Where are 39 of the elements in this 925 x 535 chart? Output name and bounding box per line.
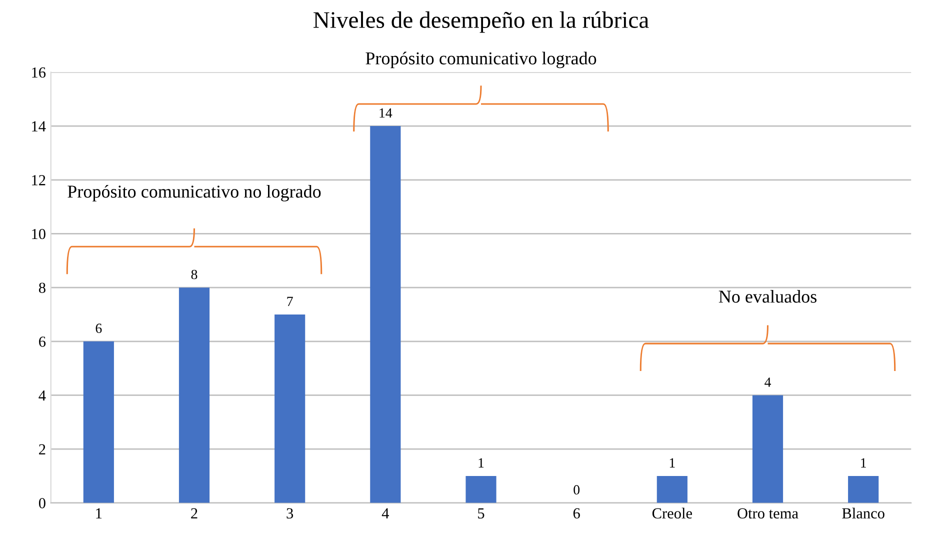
data-label: 7 [287, 296, 293, 306]
text: Propósito comunicativo logrado [366, 52, 596, 68]
x-tick-label: 1 [96, 508, 102, 518]
y-tick-label: 2 [39, 444, 46, 454]
annotation: No evaluados [718, 290, 816, 303]
data-label: 8 [191, 270, 198, 280]
bar [656, 476, 688, 503]
bar [466, 476, 496, 503]
y-tick-label: 0 [38, 498, 46, 508]
x-tick-label: 3 [286, 508, 294, 519]
data-label: 1 [861, 458, 866, 468]
data-label: 1 [478, 458, 484, 468]
y-tick-label: 6 [39, 336, 46, 347]
data-label: 0 [574, 485, 580, 495]
y-tick-label: 8 [38, 282, 46, 294]
x-tick-label: Otro tema [738, 508, 798, 519]
x-tick-label: 5 [478, 508, 484, 519]
bar [370, 126, 401, 503]
y-tick-label: 10 [32, 228, 46, 240]
x-tick-label: 4 [382, 508, 389, 518]
y-tick-label: 14 [32, 121, 46, 132]
bar [83, 341, 114, 503]
y-tick-label: 16 [32, 67, 46, 78]
x-tick-label: 6 [573, 508, 580, 519]
data-label: 4 [764, 378, 772, 387]
x-tick-label: 2 [191, 508, 198, 518]
x-tick-label: Blanco [842, 508, 884, 519]
data-label: 6 [96, 324, 102, 334]
y-tick-label: 12 [32, 175, 46, 186]
bar [274, 314, 306, 503]
data-label: 1 [670, 458, 675, 468]
bar [848, 476, 879, 503]
data-label: 14 [380, 108, 392, 118]
annotation: Propósito comunicativo no logrado [68, 184, 321, 202]
x-tick-label: Creole [652, 508, 692, 519]
bar [178, 288, 210, 503]
chart-title: Niveles de desempeño en la rúbrica [314, 11, 649, 33]
y-tick-label: 4 [38, 390, 46, 401]
bar [752, 395, 784, 503]
